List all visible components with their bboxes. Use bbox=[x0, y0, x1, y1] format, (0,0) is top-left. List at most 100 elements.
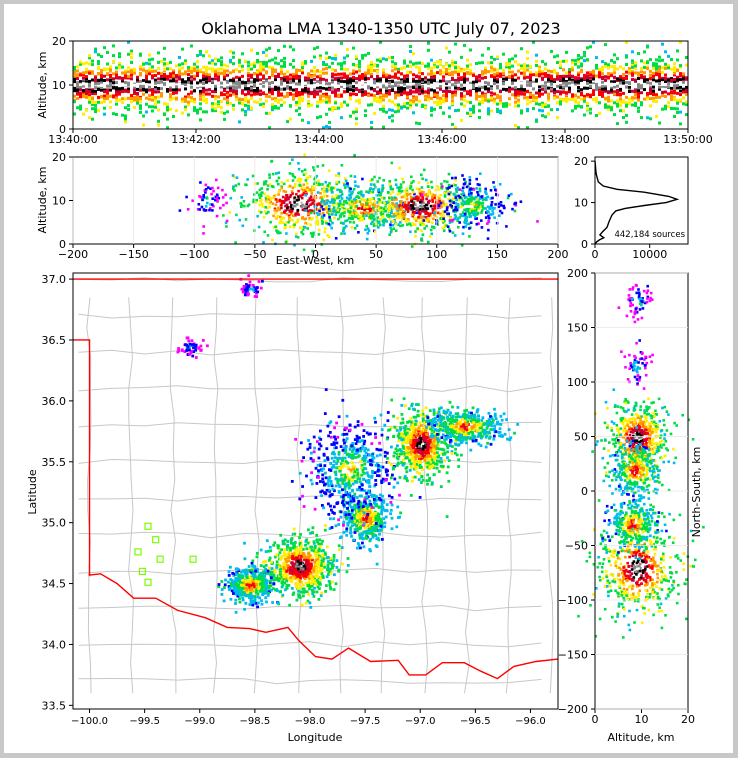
altitude-time-source bbox=[259, 85, 262, 88]
eastwest-source bbox=[354, 199, 358, 202]
eastwest-source bbox=[339, 204, 343, 208]
altitude-time-source bbox=[238, 101, 241, 105]
eastwest-source bbox=[289, 210, 293, 214]
altitude-time-source bbox=[439, 69, 442, 73]
altitude-time-source bbox=[451, 95, 454, 99]
eastwest-source bbox=[491, 209, 494, 212]
altitude-time-source bbox=[658, 87, 661, 91]
altitude-time-source bbox=[394, 62, 397, 66]
eastwest-source bbox=[293, 243, 296, 247]
altitude-time-source bbox=[490, 86, 493, 90]
altitude-time-source bbox=[463, 74, 466, 78]
altitude-time-source bbox=[235, 68, 238, 72]
altitude-time-source bbox=[238, 85, 241, 89]
eastwest-source bbox=[369, 187, 373, 190]
altitude-time-source bbox=[343, 67, 346, 71]
eastwest-source bbox=[419, 215, 423, 218]
eastwest-source bbox=[299, 194, 302, 197]
altitude-time-source bbox=[598, 87, 601, 91]
altitude-time-source bbox=[547, 92, 550, 96]
altitude-time-source bbox=[619, 97, 622, 101]
altitude-time-source bbox=[382, 104, 385, 108]
altitude-time-source bbox=[328, 96, 331, 100]
altitude-time-source bbox=[166, 83, 169, 87]
altitude-time-source bbox=[619, 75, 622, 79]
altitude-time-source bbox=[526, 64, 529, 68]
eastwest-source bbox=[318, 209, 321, 213]
altitude-time-source bbox=[526, 83, 529, 87]
eastwest-source bbox=[330, 198, 334, 201]
eastwest-source bbox=[200, 205, 204, 209]
eastwest-source bbox=[401, 224, 405, 227]
altitude-time-source bbox=[184, 70, 187, 74]
eastwest-source bbox=[280, 206, 283, 210]
altitude-time-source bbox=[406, 85, 409, 89]
eastwest-source bbox=[266, 206, 269, 210]
altitude-time-source bbox=[682, 77, 685, 81]
altitude-time-source bbox=[100, 75, 103, 79]
altitude-time-source bbox=[613, 60, 616, 64]
eastwest-source bbox=[301, 186, 304, 189]
altitude-time-source bbox=[223, 75, 226, 79]
altitude-time-source bbox=[661, 71, 664, 74]
eastwest-source bbox=[360, 207, 364, 211]
eastwest-source bbox=[468, 215, 472, 218]
altitude-time-source bbox=[262, 51, 265, 54]
altitude-time-source bbox=[163, 102, 166, 106]
eastwest-source bbox=[335, 194, 338, 197]
altitude-time-source bbox=[421, 91, 424, 95]
altitude-time-source bbox=[433, 93, 436, 97]
altitude-time-source bbox=[418, 99, 421, 103]
eastwest-source bbox=[316, 223, 320, 226]
eastwest-source bbox=[354, 205, 357, 209]
altitude-time-source bbox=[358, 74, 361, 78]
altitude-time-source bbox=[667, 64, 670, 68]
altitude-time-source bbox=[634, 93, 637, 96]
eastwest-source bbox=[431, 221, 434, 224]
altitude-time-source bbox=[238, 60, 241, 64]
eastwest-source bbox=[326, 184, 330, 188]
altitude-time-source bbox=[451, 59, 454, 63]
altitude-time-source bbox=[247, 104, 250, 108]
altitude-time-source bbox=[175, 85, 178, 89]
eastwest-source bbox=[255, 191, 259, 194]
eastwest-source bbox=[284, 225, 288, 229]
altitude-time-source bbox=[340, 82, 343, 86]
altitude-time-source bbox=[634, 78, 637, 82]
eastwest-source bbox=[353, 227, 357, 230]
eastwest-source bbox=[324, 200, 327, 203]
eastwest-source bbox=[488, 205, 491, 209]
altitude-time-source bbox=[391, 108, 394, 112]
eastwest-source bbox=[308, 175, 311, 178]
altitude-time-source bbox=[496, 68, 499, 72]
eastwest-source bbox=[403, 190, 407, 193]
altitude-time-source bbox=[145, 102, 148, 106]
altitude-time-source bbox=[535, 99, 538, 102]
altitude-time-source bbox=[205, 85, 208, 89]
eastwest-source bbox=[428, 235, 432, 238]
altitude-time-source bbox=[589, 107, 592, 111]
eastwest-source bbox=[387, 206, 391, 210]
altitude-time-source bbox=[256, 89, 259, 93]
altitude-time-source bbox=[373, 89, 376, 93]
altitude-time-source bbox=[499, 95, 502, 99]
altitude-time-source bbox=[139, 86, 142, 90]
altitude-time-source bbox=[541, 103, 544, 107]
altitude-time-source bbox=[373, 69, 376, 73]
altitude-time-source bbox=[226, 83, 229, 87]
eastwest-source bbox=[313, 186, 317, 190]
eastwest-source bbox=[343, 211, 346, 214]
altitude-time-source bbox=[586, 86, 589, 90]
altitude-time-source bbox=[235, 98, 238, 101]
altitude-time-source bbox=[379, 57, 382, 61]
eastwest-source bbox=[291, 219, 294, 222]
altitude-time-source bbox=[376, 100, 379, 103]
eastwest-source bbox=[490, 203, 493, 207]
altitude-time-source bbox=[673, 62, 676, 66]
altitude-time-source bbox=[508, 74, 511, 78]
eastwest-source bbox=[374, 203, 377, 206]
altitude-time-source bbox=[217, 75, 220, 79]
altitude-time-source bbox=[265, 54, 268, 58]
altitude-time-source bbox=[151, 65, 154, 69]
altitude-time-source bbox=[655, 93, 658, 97]
